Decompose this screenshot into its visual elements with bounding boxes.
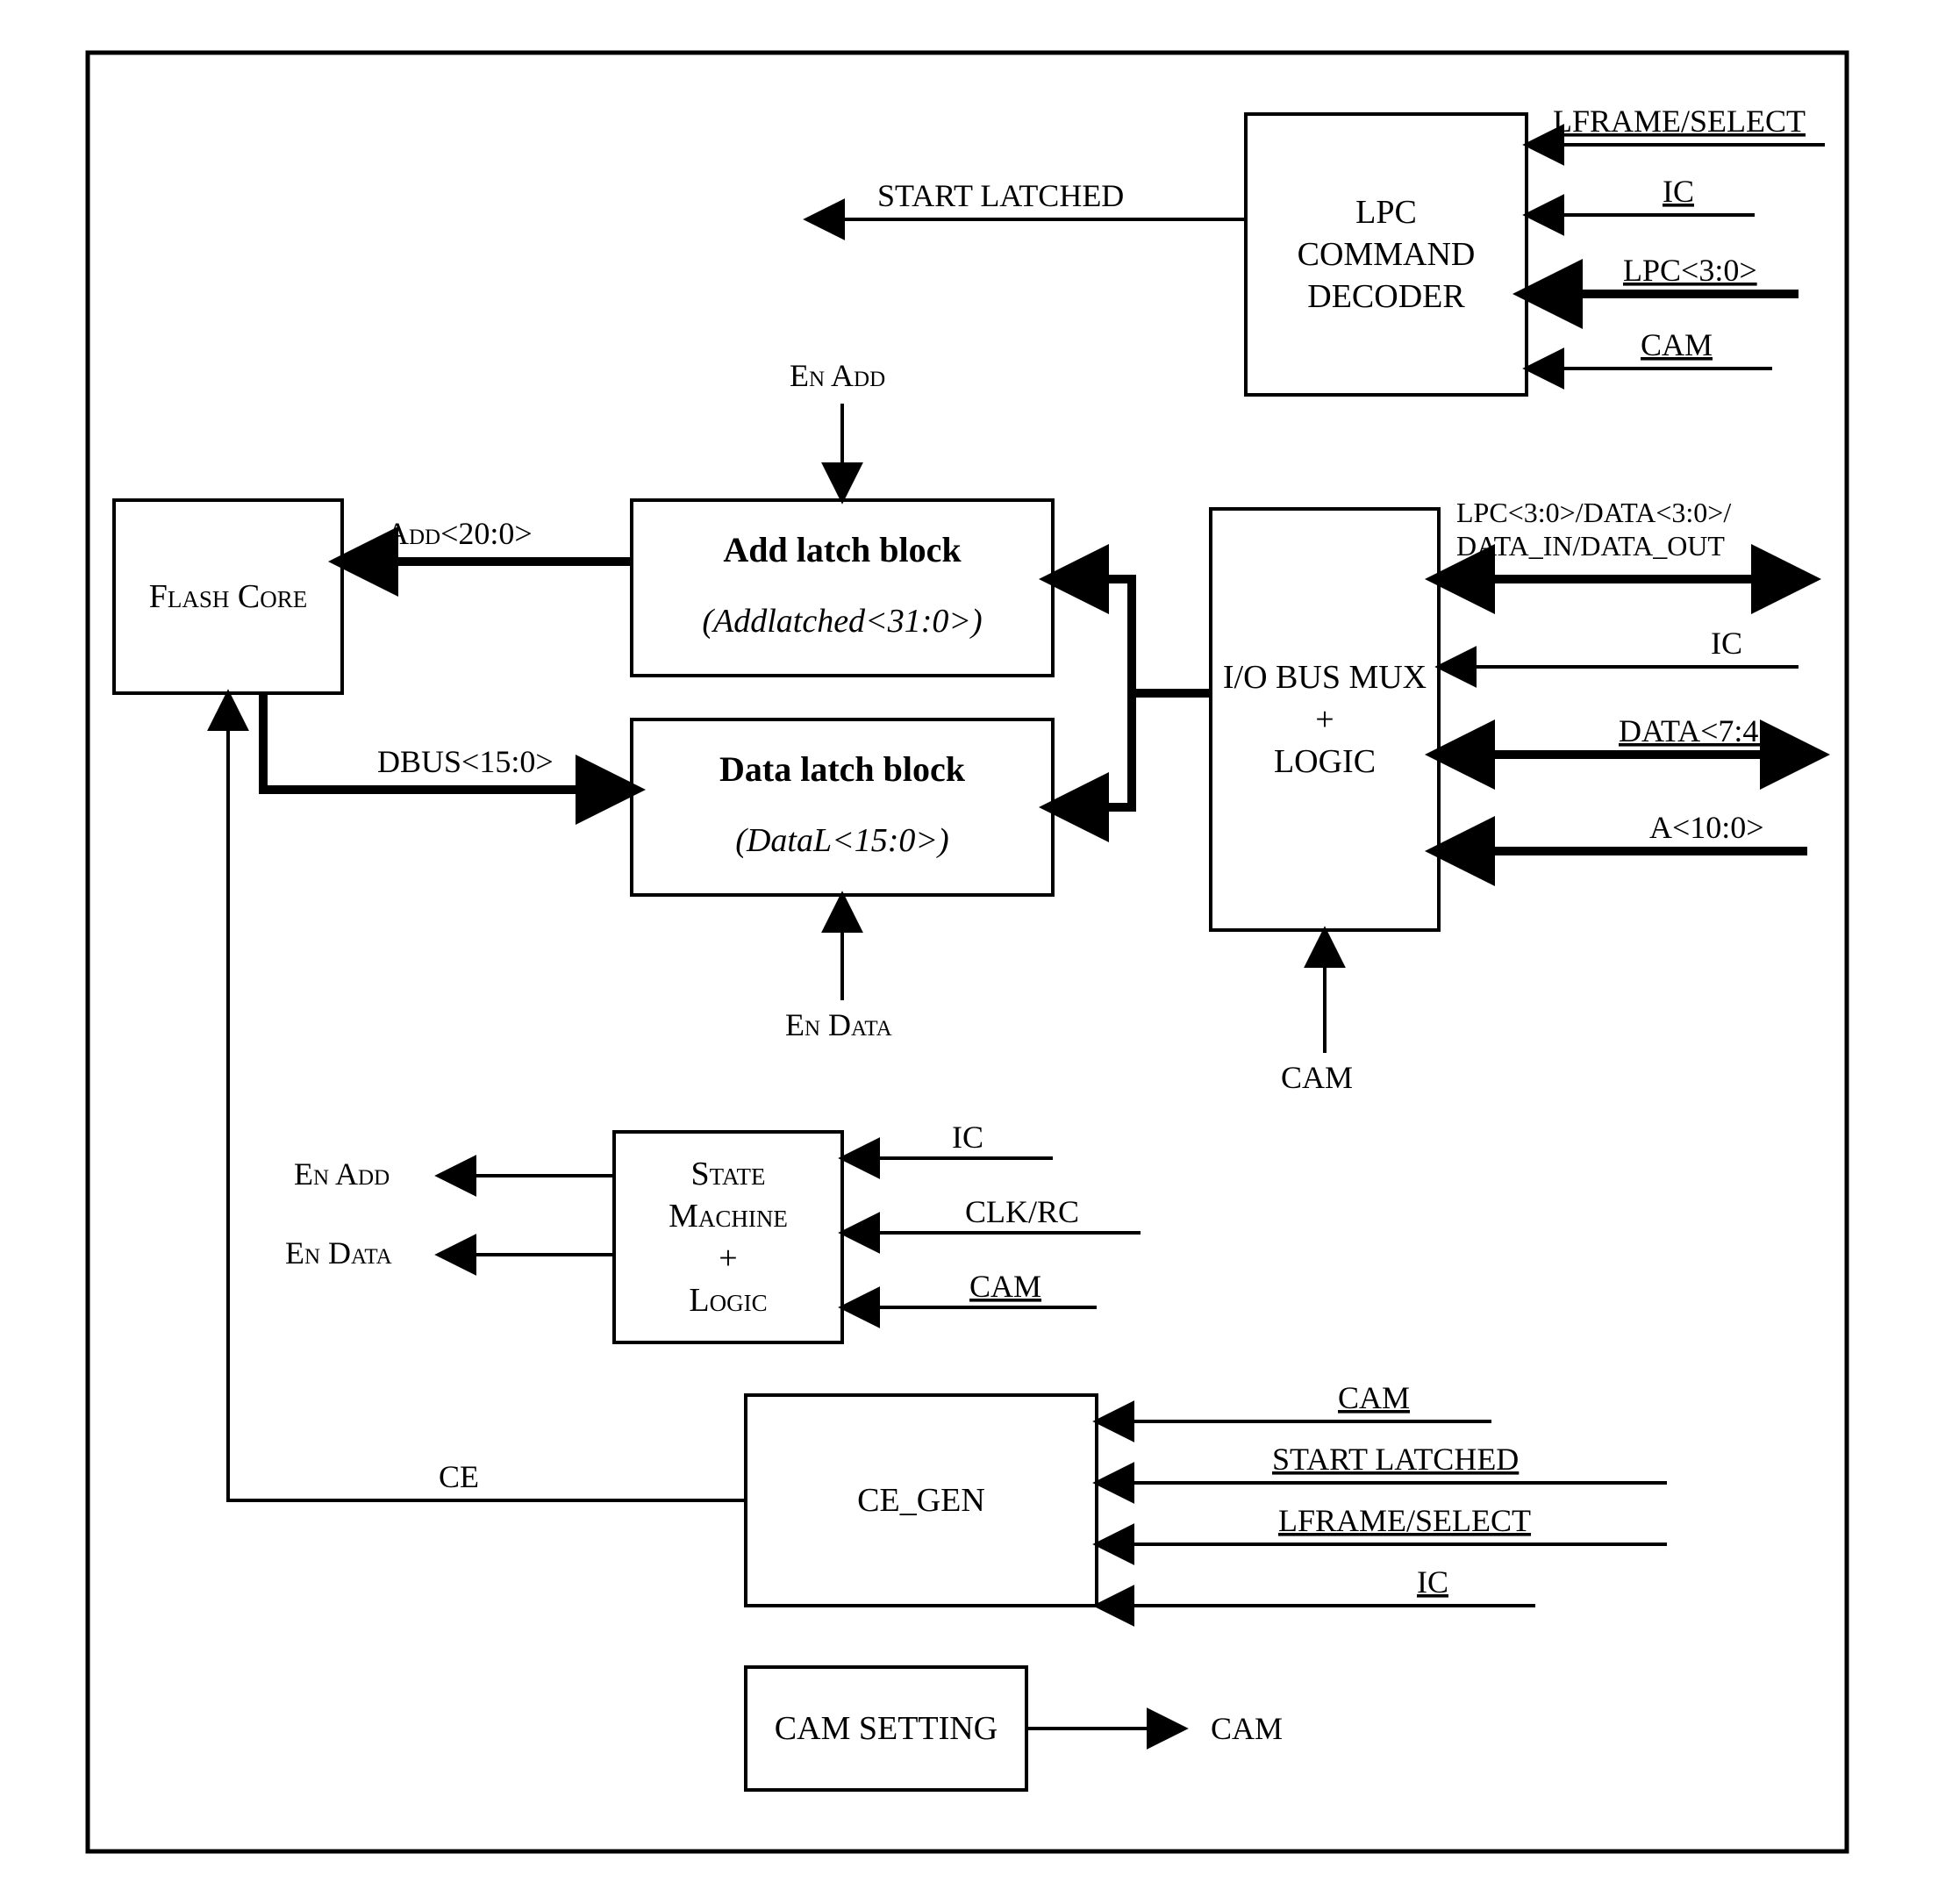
node-cam_setting: CAM SETTING (746, 1667, 1026, 1790)
svg-text:En Data: En Data (785, 1007, 892, 1042)
node-data_latch: Data latch block (DataL<15:0>) (632, 719, 1053, 895)
svg-text:CE: CE (439, 1459, 479, 1494)
svg-text:Machine: Machine (669, 1198, 788, 1235)
svg-text:CAM: CAM (1211, 1711, 1283, 1746)
block-diagram: LPC COMMAND DECODER Flash Core Add latch blo… (0, 0, 1938, 1904)
node-lpc_decoder: LPC COMMAND DECODER (1246, 114, 1527, 395)
node-state_machine: State Machine + Logic (614, 1132, 842, 1342)
svg-text:IC: IC (1663, 174, 1694, 209)
svg-text:CAM: CAM (969, 1269, 1041, 1304)
svg-text:IC: IC (952, 1120, 983, 1155)
svg-text:I/O BUS MUX: I/O BUS MUX (1223, 659, 1427, 696)
svg-text:En Add: En Add (294, 1156, 390, 1192)
node-add_latch: Add latch block (Addlatched<31:0>) (632, 500, 1053, 676)
svg-text:State: State (691, 1156, 766, 1192)
svg-text:CAM: CAM (1281, 1060, 1353, 1095)
svg-text:IC: IC (1417, 1564, 1448, 1600)
svg-text:DATA_IN/DATA_OUT: DATA_IN/DATA_OUT (1456, 530, 1725, 562)
svg-text:LPC<3:0>: LPC<3:0> (1623, 253, 1757, 288)
svg-text:LFRAME/SELECT: LFRAME/SELECT (1553, 104, 1806, 139)
svg-text:LPC<3:0>/DATA<3:0>/: LPC<3:0>/DATA<3:0>/ (1456, 497, 1731, 528)
svg-text:Logic: Logic (689, 1282, 767, 1319)
node-io_bus_mux: I/O BUS MUX + LOGIC (1211, 509, 1439, 930)
svg-text:COMMAND: COMMAND (1298, 236, 1476, 273)
svg-text:IC: IC (1711, 626, 1742, 661)
svg-text:En Data: En Data (285, 1235, 392, 1271)
node-ce_gen: CE_GEN (746, 1395, 1097, 1606)
svg-text:DBUS<15:0>: DBUS<15:0> (377, 744, 554, 779)
svg-text:+: + (1315, 701, 1334, 738)
svg-text:(Addlatched<31:0>): (Addlatched<31:0>) (702, 603, 982, 640)
svg-text:LOGIC: LOGIC (1274, 743, 1376, 780)
svg-text:(DataL<15:0>): (DataL<15:0>) (735, 822, 948, 859)
svg-text:Add<20:0>: Add<20:0> (386, 516, 533, 551)
svg-text:CAM: CAM (1338, 1380, 1410, 1415)
svg-text:Data latch block: Data latch block (719, 749, 966, 789)
svg-text:Add latch block: Add latch block (723, 530, 962, 569)
edge-1: LFRAME/SELECT (1527, 104, 1825, 145)
svg-text:LFRAME/SELECT: LFRAME/SELECT (1278, 1503, 1531, 1538)
svg-text:CAM SETTING: CAM SETTING (775, 1710, 998, 1747)
svg-text:Flash Core: Flash Core (149, 578, 308, 615)
svg-text:START LATCHED: START LATCHED (877, 178, 1124, 213)
svg-text:START LATCHED: START LATCHED (1272, 1442, 1519, 1477)
svg-text:A<10:0>: A<10:0> (1649, 810, 1764, 845)
svg-text:DATA<7:4>: DATA<7:4> (1619, 713, 1777, 748)
svg-text:CAM: CAM (1641, 327, 1713, 362)
node-flash_core: Flash Core (114, 500, 342, 693)
svg-text:DECODER: DECODER (1307, 278, 1465, 315)
svg-text:En Add: En Add (790, 358, 885, 393)
svg-text:CLK/RC: CLK/RC (965, 1194, 1079, 1229)
svg-text:CE_GEN: CE_GEN (857, 1482, 985, 1519)
svg-text:LPC: LPC (1355, 194, 1417, 231)
svg-text:+: + (719, 1240, 737, 1277)
